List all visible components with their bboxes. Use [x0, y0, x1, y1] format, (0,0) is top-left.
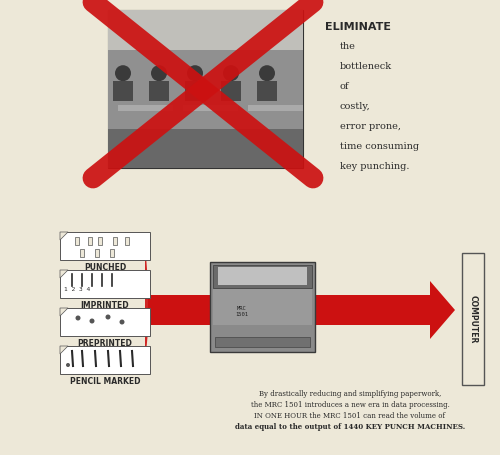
- Text: costly,: costly,: [340, 102, 371, 111]
- Bar: [60, 232, 150, 260]
- Circle shape: [106, 314, 110, 319]
- Circle shape: [90, 318, 94, 324]
- Text: PUNCHED: PUNCHED: [84, 263, 126, 272]
- Bar: [113, 237, 117, 245]
- Circle shape: [151, 65, 167, 81]
- Polygon shape: [60, 346, 68, 354]
- Bar: [257, 81, 277, 101]
- Bar: [98, 237, 102, 245]
- Bar: [60, 270, 150, 298]
- Bar: [248, 105, 303, 111]
- Text: IN ONE HOUR the MRC 1501 can read the volume of: IN ONE HOUR the MRC 1501 can read the vo…: [254, 412, 446, 420]
- Text: By drastically reducing and simplifying paperwork,: By drastically reducing and simplifying …: [259, 390, 441, 398]
- Circle shape: [120, 319, 124, 324]
- Text: error prone,: error prone,: [340, 122, 401, 131]
- Text: of: of: [340, 82, 349, 91]
- Bar: [218, 267, 307, 285]
- Text: IMPRINTED: IMPRINTED: [80, 301, 130, 310]
- Text: ELIMINATE: ELIMINATE: [325, 22, 391, 32]
- Bar: [110, 249, 114, 257]
- Bar: [75, 237, 79, 245]
- Circle shape: [76, 315, 80, 320]
- Bar: [149, 81, 169, 101]
- Polygon shape: [145, 242, 150, 364]
- Bar: [60, 346, 150, 374]
- Polygon shape: [60, 232, 68, 240]
- Text: bottleneck: bottleneck: [340, 62, 392, 71]
- Bar: [108, 10, 303, 50]
- Text: the: the: [340, 42, 356, 51]
- Bar: [95, 249, 99, 257]
- Text: PREPRINTED: PREPRINTED: [78, 339, 132, 348]
- Bar: [113, 81, 133, 101]
- Circle shape: [66, 363, 70, 367]
- Bar: [210, 262, 315, 352]
- Polygon shape: [60, 270, 68, 278]
- Bar: [118, 105, 173, 111]
- Bar: [108, 10, 303, 168]
- Bar: [213, 265, 312, 288]
- Circle shape: [223, 65, 239, 81]
- Bar: [221, 81, 241, 101]
- Bar: [60, 308, 150, 336]
- Bar: [88, 237, 92, 245]
- Bar: [183, 105, 238, 111]
- Text: key punching.: key punching.: [340, 162, 409, 171]
- Bar: [213, 289, 312, 325]
- Circle shape: [115, 65, 131, 81]
- Polygon shape: [148, 281, 455, 339]
- Circle shape: [187, 65, 203, 81]
- Text: the MRC 1501 introduces a new era in data processing.: the MRC 1501 introduces a new era in dat…: [250, 401, 450, 409]
- Bar: [108, 50, 303, 128]
- Bar: [185, 81, 205, 101]
- Text: PENCIL MARKED: PENCIL MARKED: [70, 377, 140, 386]
- Bar: [125, 237, 129, 245]
- Bar: [108, 128, 303, 168]
- Text: data equal to the output of 1440 KEY PUNCH MACHINES.: data equal to the output of 1440 KEY PUN…: [235, 423, 465, 431]
- Text: time consuming: time consuming: [340, 142, 419, 151]
- Bar: [80, 249, 84, 257]
- Bar: [215, 337, 310, 347]
- Circle shape: [259, 65, 275, 81]
- Text: MRC
1501: MRC 1501: [235, 306, 248, 317]
- Text: COMPUTER: COMPUTER: [468, 295, 477, 343]
- Text: 1 2 3 4: 1 2 3 4: [64, 287, 90, 292]
- Bar: [462, 253, 484, 385]
- Polygon shape: [60, 308, 68, 316]
